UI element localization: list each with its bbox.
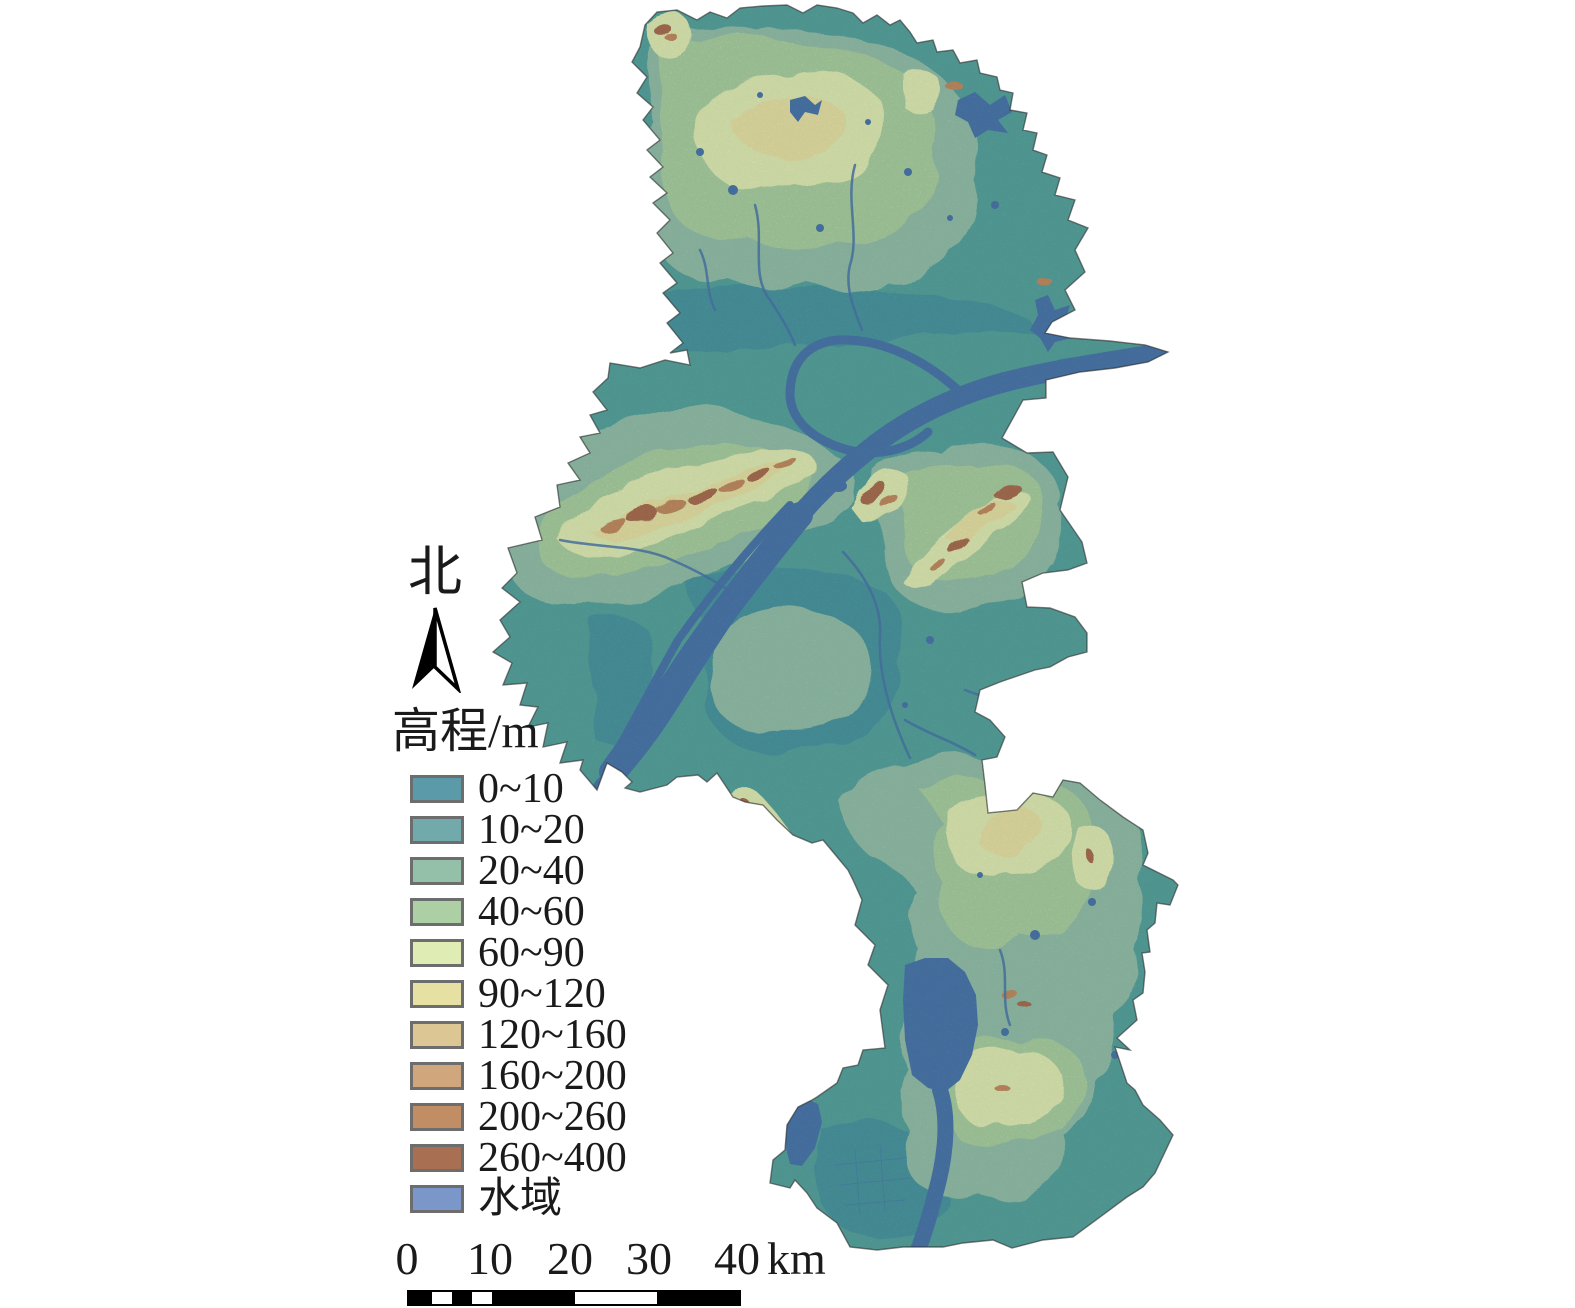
legend-label: 260~400 bbox=[478, 1134, 627, 1181]
legend-swatch-60-90 bbox=[410, 938, 464, 967]
legend-label: 200~260 bbox=[478, 1093, 627, 1140]
scale-tick-30: 30 bbox=[626, 1233, 672, 1284]
legend: 高程/m 0~10 10~20 20~40 40~60 60~90 90~120… bbox=[392, 702, 692, 1222]
legend-item: 20~40 bbox=[392, 847, 692, 894]
legend-swatch-120-160 bbox=[410, 1020, 464, 1049]
legend-swatch-160-200 bbox=[410, 1061, 464, 1090]
legend-label: 60~90 bbox=[478, 929, 585, 976]
scale-bar: 0 10 20 30 40 km bbox=[392, 1236, 912, 1308]
scale-tick-0: 0 bbox=[395, 1233, 419, 1284]
legend-item: 0~10 bbox=[392, 765, 692, 812]
scale-tick-20: 20 bbox=[547, 1233, 593, 1284]
legend-swatch-200-260 bbox=[410, 1102, 464, 1131]
legend-swatch-0-10 bbox=[410, 774, 464, 803]
legend-item: 90~120 bbox=[392, 970, 692, 1017]
legend-item: 160~200 bbox=[392, 1052, 692, 1099]
legend-label: 0~10 bbox=[478, 765, 564, 812]
north-arrow-icon bbox=[412, 607, 461, 693]
legend-label: 40~60 bbox=[478, 888, 585, 935]
legend-swatch-40-60 bbox=[410, 897, 464, 926]
north-label: 北 bbox=[408, 542, 462, 602]
legend-item: 120~160 bbox=[392, 1011, 692, 1058]
legend-item: 60~90 bbox=[392, 929, 692, 976]
legend-title: 高程/m bbox=[392, 705, 539, 758]
legend-label: 水域 bbox=[478, 1175, 563, 1222]
legend-label: 10~20 bbox=[478, 806, 585, 853]
city-boundary-line bbox=[491, 4, 1179, 1251]
legend-label: 160~200 bbox=[478, 1052, 627, 1099]
legend-item: 200~260 bbox=[392, 1093, 692, 1140]
legend-label: 20~40 bbox=[478, 847, 585, 894]
legend-swatch-260-400 bbox=[410, 1143, 464, 1172]
legend-swatch-water bbox=[410, 1184, 464, 1213]
legend-swatch-10-20 bbox=[410, 815, 464, 844]
scale-tick-10: 10 bbox=[467, 1233, 513, 1284]
legend-label: 90~120 bbox=[478, 970, 606, 1017]
north-arrow: 北 bbox=[392, 544, 478, 693]
legend-swatch-90-120 bbox=[410, 979, 464, 1008]
legend-item: 40~60 bbox=[392, 888, 692, 935]
legend-item: 260~400 bbox=[392, 1134, 692, 1181]
scale-tick-40: 40 bbox=[714, 1233, 760, 1284]
legend-item: 10~20 bbox=[392, 806, 692, 853]
legend-swatch-20-40 bbox=[410, 856, 464, 885]
scale-bar-graphic bbox=[407, 1290, 741, 1306]
legend-label: 120~160 bbox=[478, 1011, 627, 1058]
scale-unit: km bbox=[767, 1233, 826, 1284]
legend-item: 水域 bbox=[392, 1175, 692, 1222]
